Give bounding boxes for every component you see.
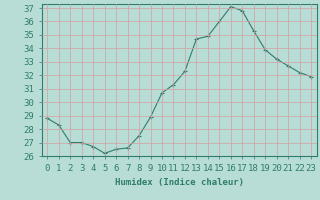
X-axis label: Humidex (Indice chaleur): Humidex (Indice chaleur) (115, 178, 244, 187)
